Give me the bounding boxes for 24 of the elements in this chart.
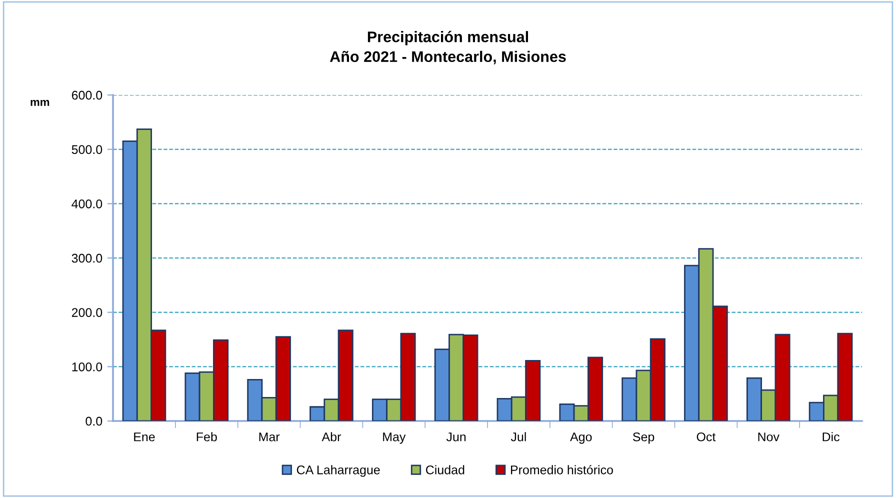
x-tick-label: Sep [632, 432, 654, 444]
y-tick-label: 300.0 [72, 254, 102, 263]
legend-label: Promedio histórico [510, 464, 613, 474]
y-tick-label: 200.0 [72, 308, 102, 317]
x-tick-label: Jun [446, 432, 466, 442]
y-tick-label: 0.0 [86, 416, 102, 426]
x-tick-label: Oct [696, 432, 716, 442]
x-tick-label: Mar [259, 432, 280, 442]
legend-label: Ciudad [426, 465, 464, 474]
y-tick-label: 500.0 [72, 145, 102, 154]
legend-label: CA Laharrague [296, 465, 380, 477]
x-tick-label: Ene [134, 432, 155, 442]
x-tick-label: Feb [196, 432, 217, 442]
x-tick-label: Dic [822, 432, 840, 442]
y-tick-label: 400.0 [72, 199, 102, 208]
x-tick-label: Abr [322, 432, 341, 442]
x-tick-label: Ago [570, 432, 592, 444]
x-tick-label: Jul [510, 432, 526, 442]
y-tick-label: 600.0 [72, 90, 102, 100]
chart-title: Precipitación mensual Año 2021 - Montecarlo, Misiones [330, 30, 566, 64]
y-tick-label: 100.0 [72, 362, 102, 372]
x-tick-label: May [383, 432, 406, 444]
x-tick-label: Nov [758, 432, 780, 442]
y-axis-title: mm [30, 100, 50, 106]
